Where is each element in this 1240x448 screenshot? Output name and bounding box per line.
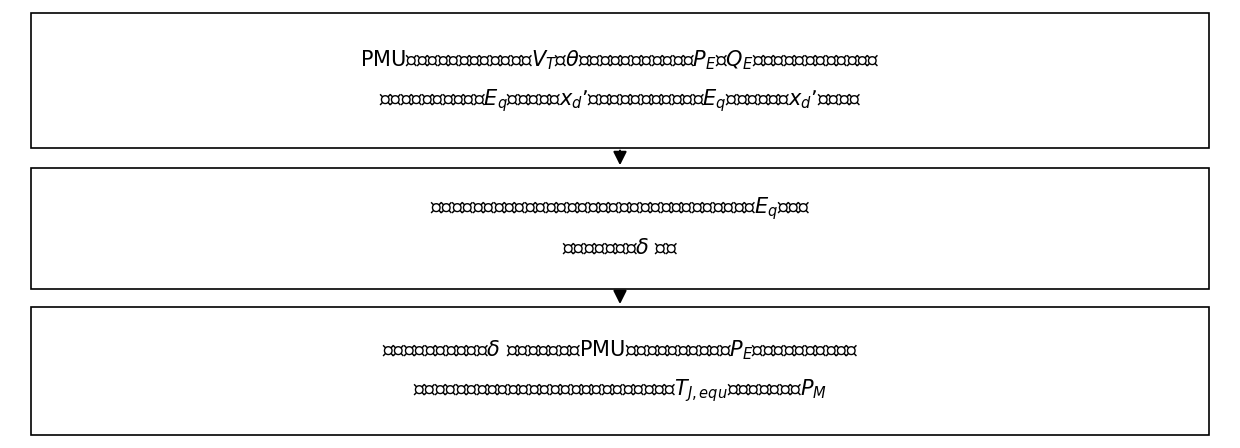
- Bar: [31, 168, 1209, 289]
- Text: 型的相量图建立内电势$E_q$与暂态电抗$x_d$’的关系，进而消除内电势$E_q$得到暂态电抗$x_d$’估计结果: 型的相量图建立内电势$E_q$与暂态电抗$x_d$’的关系，进而消除内电势$E_…: [378, 87, 862, 114]
- Text: 将区域等值发电机功角$\delta$ 状态估计结果与PMU量测的发电机有功功率$P_E$输出作为输入量，采用: 将区域等值发电机功角$\delta$ 状态估计结果与PMU量测的发电机有功功率$…: [382, 339, 858, 362]
- Bar: [31, 307, 1209, 435]
- Bar: [31, 13, 1209, 148]
- Text: PMU采集发电机机端机端电压（$V_T$、$\theta$）、发电机发出的功率（$P_E$、$Q_E$）信号，根据经典发电机模: PMU采集发电机机端机端电压（$V_T$、$\theta$）、发电机发出的功率（…: [360, 49, 880, 72]
- Text: 最小二乘辨识方法，辨识区域等值发电机的惯性时间常数$T_{J,equ}$和机械功率输出$P_M$: 最小二乘辨识方法，辨识区域等值发电机的惯性时间常数$T_{J,equ}$和机械功…: [413, 378, 827, 404]
- Text: 根据基于经典二阶模型的区域等值发电机相量关系，计算发电机内电势$E_q$幅值并: 根据基于经典二阶模型的区域等值发电机相量关系，计算发电机内电势$E_q$幅值并: [429, 195, 811, 222]
- Text: 估计发电机功角$\delta$ 状态: 估计发电机功角$\delta$ 状态: [562, 239, 678, 258]
